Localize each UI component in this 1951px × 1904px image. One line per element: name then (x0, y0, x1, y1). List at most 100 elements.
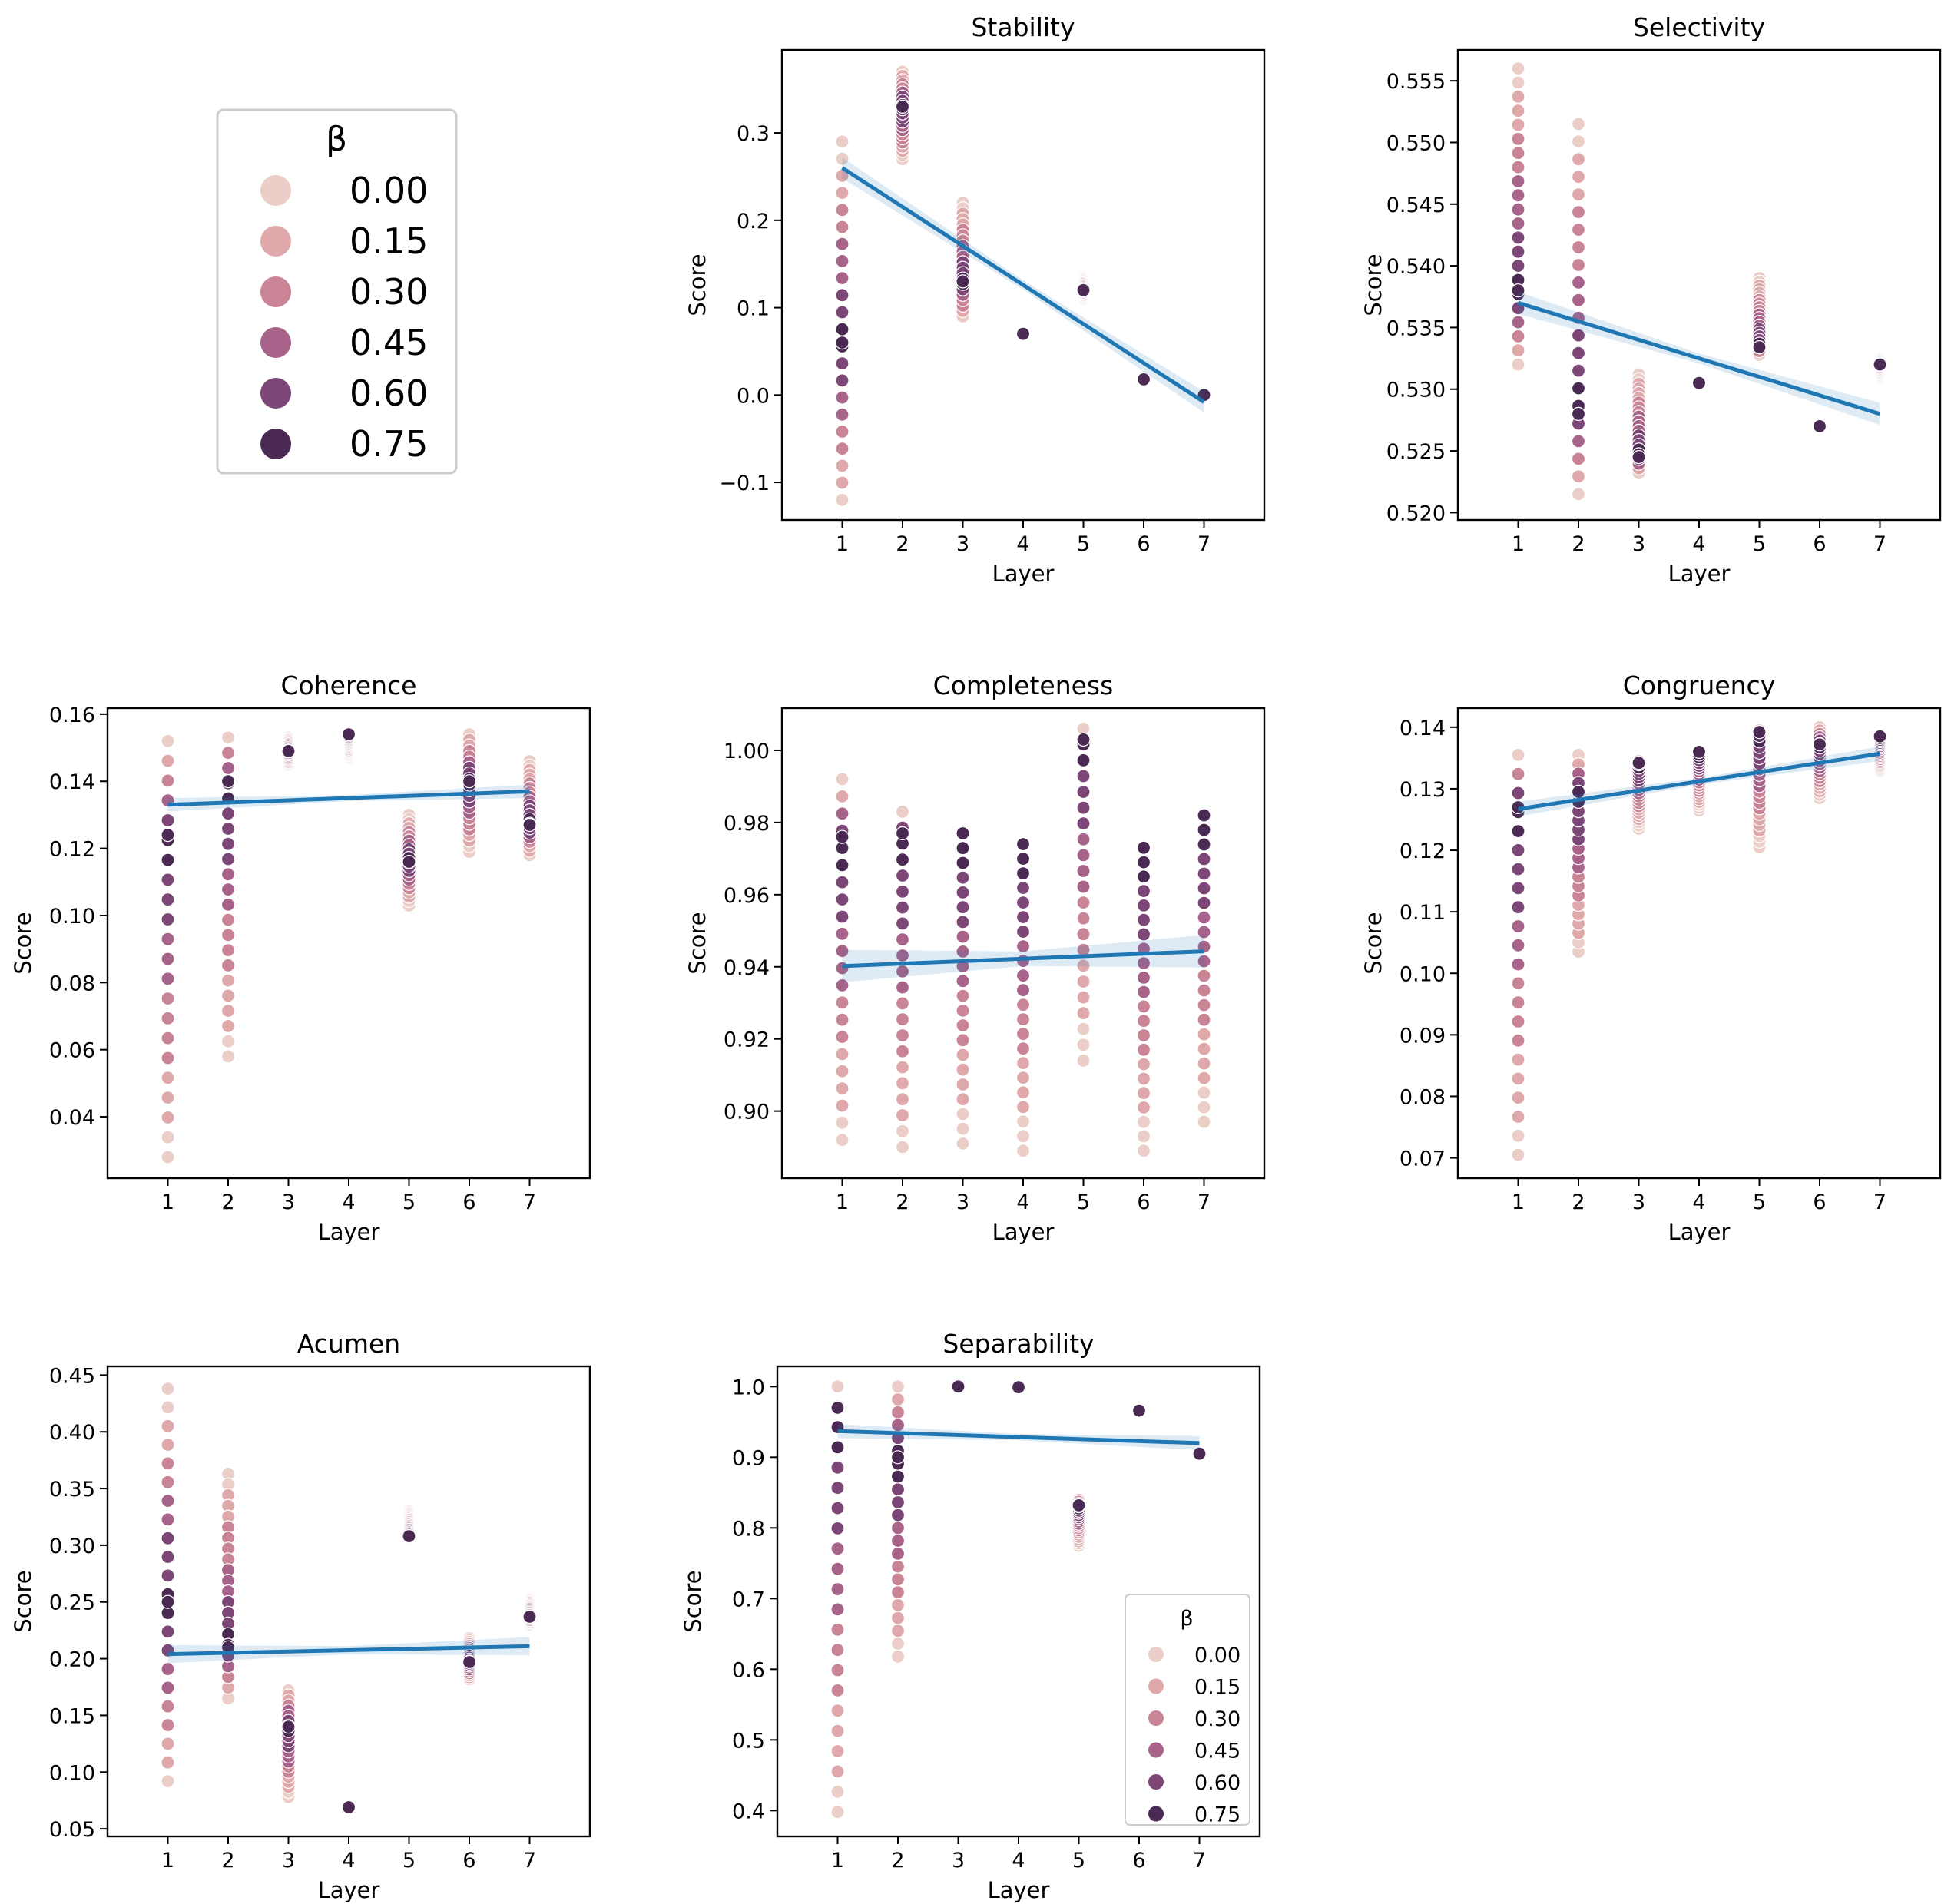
stability-xtick-label-6: 6 (1137, 532, 1150, 556)
congruency-point-layer1-3 (1511, 1109, 1525, 1124)
completeness-point-layer5-14 (1076, 848, 1091, 863)
completeness-point-layer2-4 (895, 1092, 910, 1107)
completeness-point-layer1-13 (835, 806, 850, 821)
standalone-legend: β 0.00 0.15 0.30 0.45 0.60 0.75 (216, 108, 458, 475)
completeness-point-layer7-4 (1197, 1071, 1211, 1085)
separability-legend-marker-0-75 (1148, 1806, 1164, 1822)
completeness-point-layer3-6 (956, 1062, 970, 1077)
coherence-point-layer1-20 (161, 853, 175, 867)
selectivity-point-layer1-0 (1511, 357, 1525, 372)
completeness-point-layer7-12 (1197, 954, 1211, 969)
completeness-point-layer1-0 (835, 1133, 850, 1147)
completeness-point-layer5-19 (1076, 769, 1091, 783)
completeness-point-layer5-2 (1076, 1038, 1091, 1052)
completeness-point-layer3-2 (956, 1121, 970, 1136)
completeness-point-layer1-10 (835, 995, 850, 1010)
coherence-ytick-label-6: 0.16 (49, 704, 95, 727)
coherence-ytick-label-0: 0.04 (49, 1106, 95, 1130)
selectivity-point-layer1-12 (1511, 315, 1525, 329)
completeness-point-layer4-22 (1015, 836, 1031, 852)
completeness-xtick-label-1: 1 (836, 1190, 849, 1214)
congruency-points (1511, 720, 1887, 1162)
coherence-point-layer2-13 (220, 882, 236, 897)
selectivity-xtick-label-1: 1 (1512, 532, 1525, 556)
separability-point-layer2-7 (890, 1585, 906, 1600)
completeness-point-layer4-13 (1015, 969, 1031, 983)
completeness-point-layer3-16 (956, 915, 970, 929)
acumen-ytick-label-5: 0.30 (49, 1535, 95, 1558)
completeness-point-layer2-17 (895, 900, 910, 915)
separability-point-layer3-1 (951, 1379, 966, 1394)
completeness-point-layer3-4 (956, 1092, 970, 1107)
completeness-point-layer1-3 (835, 1098, 850, 1113)
acumen-point-layer3-22 (281, 1720, 296, 1734)
completeness-point-layer3-20 (956, 856, 970, 870)
completeness-point-layer6-21 (1136, 855, 1151, 869)
completeness-point-layer4-3 (1015, 1114, 1031, 1129)
separability-xtick-label-2: 2 (891, 1849, 904, 1873)
congruency-point-layer1-20 (1511, 823, 1525, 839)
completeness-point-layer2-19 (895, 868, 910, 883)
completeness-ylabel: Score (684, 912, 711, 974)
selectivity-axes-frame (1456, 48, 1942, 522)
completeness-regression-line (842, 949, 1204, 969)
completeness-point-layer1-2 (835, 1115, 850, 1130)
congruency-point-layer1-15 (1511, 900, 1525, 915)
completeness-point-layer3-7 (956, 1048, 970, 1062)
completeness-point-layer6-8 (1136, 1042, 1151, 1057)
completeness-point-layer7-9 (1197, 998, 1211, 1012)
legend-title: β (326, 120, 347, 159)
congruency-point-layer1-19 (1511, 843, 1525, 858)
stability-point-layer2-22 (895, 99, 910, 114)
separability-xtick-label-1: 1 (831, 1849, 844, 1873)
separability-point-layer5-22 (1072, 1498, 1086, 1513)
stability-point-layer4-1 (1015, 326, 1031, 341)
stability-point-layer1-11 (835, 237, 850, 251)
coherence-point-layer1-0 (161, 1150, 175, 1164)
selectivity-regression-line (1517, 300, 1881, 416)
completeness-point-layer3-15 (956, 929, 970, 944)
legend-marker-0-30 (260, 276, 291, 307)
congruency-xtick-label-7: 7 (1873, 1190, 1886, 1214)
selectivity-point-layer2-5 (1571, 469, 1586, 484)
completeness-point-layer2-14 (895, 932, 910, 947)
separability-point-layer2-5 (890, 1611, 906, 1625)
acumen-point-layer5-22 (402, 1528, 416, 1544)
selectivity-point-layer2-9 (1571, 240, 1586, 255)
selectivity-ytick-label-4: 0.540 (1386, 255, 1446, 279)
coherence-xlabel: Layer (318, 1219, 380, 1245)
stability-regression-line (841, 166, 1205, 404)
completeness-point-layer4-6 (1015, 1071, 1031, 1085)
separability-panel: 1 2 3 4 5 6 7 0.4 0.5 0.6 0.7 0.8 0.9 1.0 Separability… (680, 1329, 1261, 1903)
legend-label-0-30: 0.30 (349, 271, 428, 313)
selectivity-point-layer2-13 (1571, 293, 1586, 307)
acumen-point-layer1-17 (161, 1549, 175, 1565)
selectivity-xtick-label-6: 6 (1813, 532, 1826, 556)
legend-marker-0-00 (260, 175, 291, 206)
separability-point-layer2-2 (890, 1636, 906, 1651)
coherence-point-layer1-17 (161, 892, 175, 907)
stability-point-layer1-8 (835, 203, 850, 217)
separability-regression-line (837, 1429, 1200, 1445)
completeness-point-layer5-22 (1076, 732, 1091, 747)
completeness-point-layer6-3 (1136, 1114, 1151, 1129)
stability-ytick-label-4: 0.3 (737, 122, 770, 146)
completeness-point-layer4-16 (1015, 924, 1031, 939)
coherence-point-layer2-16 (220, 852, 236, 866)
coherence-axes-frame (106, 707, 591, 1180)
completeness-point-layer2-11 (895, 980, 910, 995)
legend-marker-0-45 (260, 327, 291, 358)
completeness-point-layer4-18 (1015, 895, 1031, 910)
completeness-point-layer4-7 (1015, 1056, 1031, 1071)
acumen-xtick-label-3: 3 (282, 1849, 295, 1873)
completeness-point-layer6-11 (1136, 999, 1151, 1014)
congruency-point-layer1-6 (1511, 1052, 1525, 1067)
selectivity-point-layer1-14 (1511, 202, 1525, 217)
completeness-point-layer3-3 (956, 1107, 970, 1121)
separability-point-layer1-8 (830, 1663, 845, 1677)
separability-xtick-label-7: 7 (1193, 1849, 1206, 1873)
stability-point-layer1-12 (835, 407, 850, 422)
congruency-ytick-label-4: 0.11 (1399, 901, 1446, 925)
completeness-point-layer2-10 (895, 996, 910, 1011)
acumen-ytick-label-2: 0.15 (49, 1704, 95, 1728)
